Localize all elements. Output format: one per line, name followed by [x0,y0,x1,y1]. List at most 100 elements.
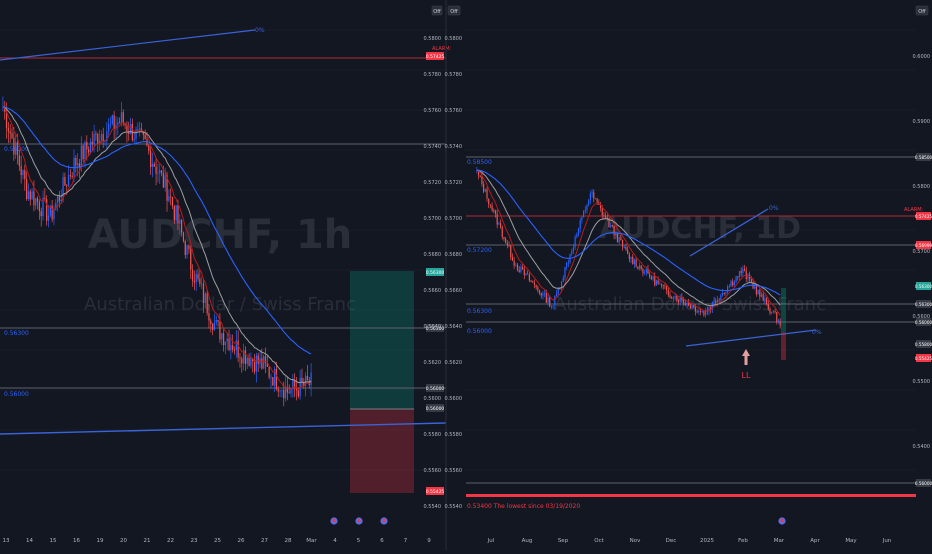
candle-body [576,234,577,236]
candle-body [553,305,554,306]
candle-body [239,357,240,358]
candle-body [93,134,94,144]
candle-body [77,163,78,165]
candle-body [768,304,769,309]
left-y-tick-label: 0.5660 [424,288,442,294]
left-y-tick-label: 0.5640 [424,324,442,330]
candle-body [719,300,720,301]
candle-body [95,134,96,135]
candle-body [544,293,545,294]
candle-body [741,271,742,273]
candle-body [522,267,523,269]
right-x-tick-label: 2025 [700,538,714,544]
candle-body [630,257,631,259]
candle-body [53,210,54,219]
candle-body [773,311,774,312]
candle-body [746,271,747,279]
candle-body [217,320,218,321]
candle-body [702,311,703,312]
right-sl-zone[interactable] [781,332,786,360]
candle-body [664,286,665,287]
candle-body [486,189,487,198]
candle-body [566,263,567,267]
right-tp-zone[interactable] [781,288,786,332]
candle-body [148,145,149,151]
candle-body [168,196,169,200]
candle-body [597,199,598,203]
right-y-tick-label: 0.5800 [445,36,463,42]
candle-body [652,276,653,280]
candle-body [717,300,718,303]
candle-body [759,290,760,297]
candle-body [658,281,659,284]
candle-body [776,312,777,322]
stop-loss-zone[interactable] [350,409,414,493]
candle-body [639,265,640,268]
candle-body [610,225,611,227]
left-level-label-lower: 0.56000 [4,391,29,398]
candle-body [203,284,204,303]
candle-body [756,286,757,294]
candle-body [519,270,520,272]
candle-body [134,139,135,140]
candle-body [615,233,616,235]
candle-body [744,269,745,271]
candle-body [602,208,603,215]
candle-body [232,345,233,350]
candle-body [119,122,120,123]
candle-body [554,296,555,306]
candle-body [492,205,493,210]
left-price-tag-label: 0.55425 [426,489,445,495]
left-x-tick-label: 23 [191,538,198,544]
right-price-tag-label: 0.55425 [915,356,932,361]
left-level-label-mid: 0.56300 [4,330,29,337]
right-x-tick-label: Mar [774,538,785,544]
candle-body [763,294,764,301]
candle-body [227,339,228,342]
candle-body [179,220,180,224]
candle-body [276,369,277,389]
candle-body [139,128,140,129]
right-y-tick-label: 0.5560 [445,468,463,474]
candle-body [542,293,543,295]
candle-body [637,267,638,269]
candle-body [656,281,657,285]
candle-body [221,333,222,339]
candle-body [30,191,31,199]
candle-body [52,206,53,220]
candle-body [33,191,34,205]
candle-body [481,177,482,184]
right-y2-tick-label: 0.5600 [913,314,931,320]
candle-body [161,170,162,173]
candle-body [541,293,542,296]
candle-body [634,260,635,264]
candle-body [495,210,496,213]
candle-body [270,377,271,378]
candle-body [272,377,273,385]
candle-body [614,226,615,236]
candle-body [26,179,27,199]
candle-body [261,358,262,368]
candle-body [530,281,531,282]
right-y2-tick-label: 0.5700 [913,249,931,255]
candle-body [498,223,499,224]
right-corner-badge-left-label: Off [450,9,458,15]
candle-body [64,177,65,185]
candle-body [201,284,202,285]
left-y-tick-label: 0.5600 [424,396,442,402]
candle-body [502,228,503,237]
candle-body [730,281,731,286]
candle-body [117,122,118,125]
candle-body [283,390,284,398]
right-price-tag-label: 0.56999 [915,243,932,248]
right-level-label-lower2: 0.56000 [467,328,492,335]
candle-body [644,272,645,273]
right-y2-tick-label: 0.5500 [913,379,931,385]
candle-body [695,307,696,312]
right-x-tick-label: Oct [594,538,604,544]
candle-body [245,350,246,364]
candle-body [527,274,528,275]
candle-body [219,322,220,340]
candle-body [669,295,670,297]
candle-body [225,342,226,345]
